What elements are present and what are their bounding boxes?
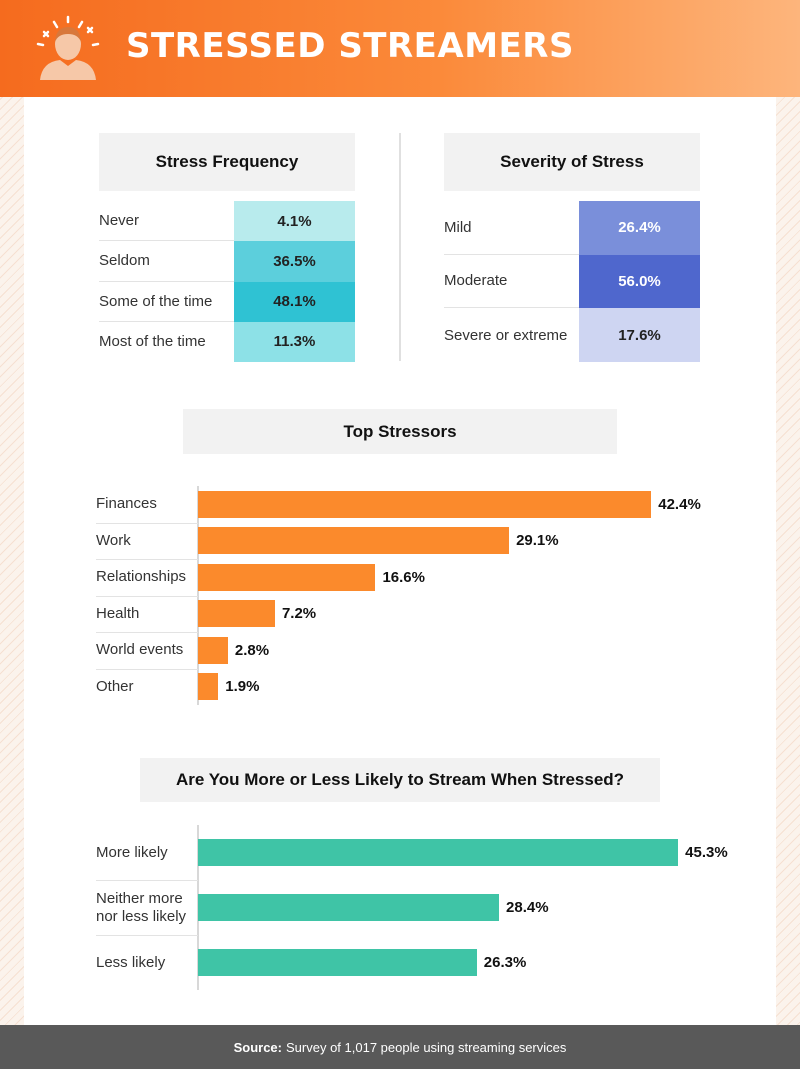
stressed-person-icon: [36, 15, 100, 80]
frequency-value: 48.1%: [234, 281, 355, 322]
severity-value: 26.4%: [579, 201, 700, 255]
severity-title: Severity of Stress: [444, 133, 700, 191]
header-banner: STRESSED STREAMERS: [0, 0, 800, 97]
section-divider: [399, 133, 401, 361]
source-text: Survey of 1,017 people using streaming s…: [286, 1039, 567, 1055]
frequency-label: Most of the time: [99, 333, 206, 351]
stressors-title: Top Stressors: [183, 409, 617, 454]
severity-label: Severe or extreme: [444, 326, 568, 344]
severity-table: Mild 26.4% Moderate 56.0% Severe or extreme 1…: [444, 201, 700, 362]
severity-value: 56.0%: [579, 254, 700, 309]
frequency-table: Never 4.1% Seldom 36.5% Some of the time 48.1…: [99, 201, 355, 362]
source-label: Source:: [233, 1039, 282, 1055]
severity-row: Moderate 56.0%: [444, 254, 700, 309]
frequency-row: Never 4.1%: [99, 201, 355, 242]
stream-title: Are You More or Less Likely to Stream Wh…: [140, 758, 660, 802]
severity-label: Moderate: [444, 255, 579, 309]
frequency-value: 11.3%: [234, 321, 355, 362]
frequency-value: 36.5%: [234, 241, 355, 282]
frequency-row: Some of the time 48.1%: [99, 281, 355, 322]
page-title: STRESSED STREAMERS: [126, 26, 574, 66]
severity-row: Severe or extreme 17.6%: [444, 308, 700, 362]
severity-value: 17.6%: [579, 308, 700, 362]
frequency-value: 4.1%: [234, 201, 355, 242]
severity-row: Mild 26.4%: [444, 201, 700, 255]
source-footer: Source: Survey of 1,017 people using str…: [0, 1025, 800, 1069]
severity-label: Mild: [444, 201, 579, 255]
frequency-row: Most of the time 11.3%: [99, 321, 355, 362]
frequency-label: Never: [99, 201, 234, 242]
frequency-label: Some of the time: [99, 282, 234, 322]
frequency-title: Stress Frequency: [99, 133, 355, 191]
frequency-label: Seldom: [99, 241, 234, 282]
frequency-row: Seldom 36.5%: [99, 241, 355, 282]
